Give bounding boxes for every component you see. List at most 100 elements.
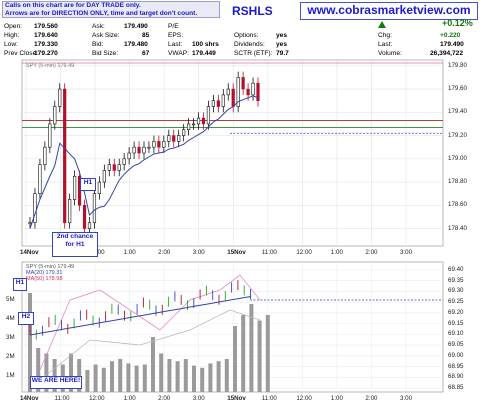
volume-bar — [241, 315, 246, 392]
volume-bar — [151, 337, 155, 392]
volume-bar — [183, 359, 188, 392]
quote-label: Prev Close: — [4, 50, 39, 57]
volume-bar — [200, 367, 205, 392]
candle-body — [112, 164, 116, 171]
quote-value: 179.490 — [124, 23, 148, 30]
volume-bar — [142, 364, 147, 392]
quote-label: Last: — [378, 41, 393, 48]
quote-label: Open: — [4, 23, 22, 30]
x-tick-label: 14Nov — [20, 249, 39, 256]
quote-label: Chg: — [378, 32, 392, 39]
x-tick-label: 12:00 — [89, 395, 105, 402]
x-tick-label: 3:00 — [399, 395, 413, 402]
quote-label: High: — [4, 32, 20, 39]
up-arrow-icon — [378, 21, 386, 28]
quote-label: Low: — [4, 41, 18, 48]
volume-bar — [175, 361, 180, 392]
candle-body — [48, 123, 52, 148]
y-tick-label: 68.90 — [448, 373, 464, 381]
quote-label: SCTR (ETF): — [234, 50, 273, 57]
candle-body — [53, 106, 57, 125]
x-tick-label: 3:00 — [192, 395, 205, 402]
candle-body — [241, 77, 245, 90]
volume-bar — [167, 359, 172, 392]
candle-body — [236, 77, 240, 107]
quote-value: yes — [276, 32, 288, 39]
volume-bar — [101, 367, 106, 392]
x-tick-label: 11:00 — [261, 249, 277, 256]
x-tick-label: 12:00 — [296, 395, 312, 402]
quote-value: 85 — [142, 32, 150, 39]
volume-tick-label: 2M — [6, 353, 15, 360]
candle-body — [137, 146, 141, 154]
candle-body — [216, 100, 220, 107]
h1-note: H1 — [80, 178, 96, 191]
h1-note-lower: H1 — [13, 278, 27, 291]
volume-bar — [249, 304, 254, 392]
x-tick-label: 2:00 — [365, 249, 378, 256]
candle-body — [187, 123, 191, 131]
candle-body — [28, 222, 32, 225]
quote-label: Last: — [168, 41, 183, 48]
site-link[interactable]: www.cobrasmarketview.com — [300, 2, 478, 20]
y-tick-label: 179.00 — [448, 154, 467, 162]
x-tick-label: 1:00 — [123, 249, 136, 256]
volume-bar — [118, 359, 123, 392]
quote-value: 100 shrs — [192, 41, 219, 48]
lower-ma-line — [29, 296, 251, 336]
x-tick-label: 15Nov — [227, 249, 246, 256]
candle-body — [82, 205, 87, 229]
candle-body — [177, 135, 181, 142]
volume-bar — [208, 363, 213, 392]
change-percent: +0.12% — [442, 18, 473, 28]
price-series — [22, 62, 443, 235]
x-tick-label: 3:00 — [192, 249, 205, 256]
candle-body — [142, 146, 146, 154]
volume-legend: SPY (5-min) 179.49 MA(20) 179.31 MA(50) … — [26, 264, 74, 282]
y-tick-label: 179.60 — [448, 85, 467, 93]
quote-label: Bid Size: — [92, 50, 119, 57]
volume-tick-label: 1M — [6, 372, 15, 379]
candle-body — [191, 123, 196, 126]
quote-value: +0.220 — [440, 32, 461, 39]
second-chance-note: 2nd chance for H1 — [52, 232, 98, 257]
candle-body — [172, 135, 176, 142]
y-tick-label: 179.80 — [448, 61, 467, 69]
x-tick-label: 15Nov — [227, 395, 246, 402]
candle-body — [157, 141, 161, 148]
quote-label: Options: — [234, 32, 259, 39]
candle-body — [221, 94, 225, 107]
volume-bar — [77, 359, 82, 392]
candle-body — [102, 170, 106, 183]
y-tick-label: 69.20 — [448, 308, 464, 316]
candle-body — [147, 146, 151, 149]
quote-value: 79.7 — [276, 50, 289, 57]
volume-tick-label: 5M — [6, 296, 15, 303]
quote-value: 67 — [142, 50, 150, 57]
y-tick-label: 69.40 — [448, 266, 464, 273]
we-are-here-note: WE ARE HERE! — [30, 376, 82, 389]
h2-note: H2 — [18, 312, 34, 325]
quote-label: P/E — [168, 23, 179, 30]
legend-item: MA(20) 179.31 — [26, 270, 63, 276]
y-tick-label: 178.60 — [448, 201, 467, 209]
x-tick-label: 11:00 — [261, 395, 277, 402]
x-tick-label: 12:00 — [296, 249, 312, 256]
disclaimer-line-1: Calls on this chart are for DAY TRADE on… — [5, 2, 141, 9]
y-tick-label: 179.20 — [448, 131, 467, 139]
quote-value: 26,394,722 — [430, 50, 464, 57]
volume-bar — [265, 315, 270, 392]
candle-body — [256, 82, 260, 101]
volume-bar — [216, 361, 221, 392]
quote-label: Ask: — [92, 23, 105, 30]
volume-bar — [126, 363, 131, 392]
y-tick-label: 69.25 — [448, 298, 464, 306]
y-tick-label: 69.10 — [448, 330, 464, 338]
symbol-title: RSHLS — [232, 4, 273, 18]
y-tick-label: 68.85 — [448, 384, 464, 391]
candle-body — [152, 141, 156, 148]
y-tick-label: 178.80 — [448, 178, 467, 186]
candle-body — [182, 129, 186, 136]
candle-body — [63, 88, 67, 224]
